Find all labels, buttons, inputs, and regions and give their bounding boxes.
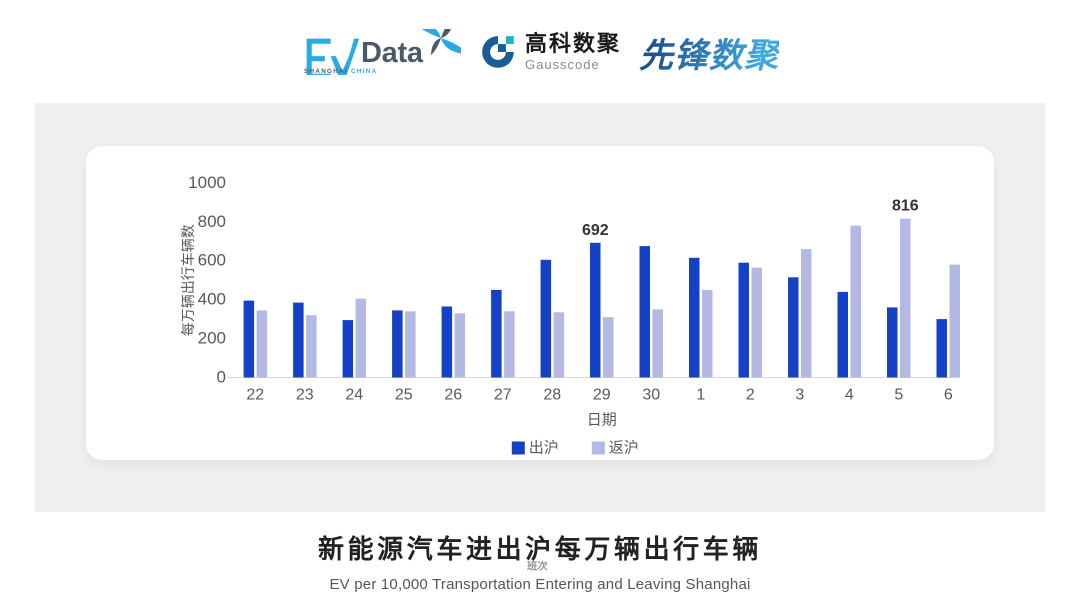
svg-text:28: 28 [543,387,561,404]
svg-text:23: 23 [296,387,314,404]
svg-text:22: 22 [246,387,264,404]
svg-text:4: 4 [845,387,854,404]
svg-text:25: 25 [395,387,413,404]
svg-text:每万辆出行车辆数: 每万辆出行车辆数 [180,224,196,336]
svg-text:400: 400 [198,290,226,309]
svg-text:30: 30 [642,387,660,404]
svg-text:2: 2 [746,387,755,404]
svg-text:800: 800 [198,212,226,231]
svg-text:27: 27 [494,387,512,404]
svg-text:1000: 1000 [188,173,226,192]
svg-text:0: 0 [217,368,226,387]
svg-text:返沪: 返沪 [609,440,639,457]
svg-text:29: 29 [593,387,611,404]
svg-text:816: 816 [892,198,919,215]
svg-text:200: 200 [198,329,226,348]
svg-text:692: 692 [582,222,609,239]
svg-text:3: 3 [795,387,804,404]
svg-text:600: 600 [198,251,226,270]
svg-text:出沪: 出沪 [529,440,559,457]
svg-text:1: 1 [696,387,705,404]
svg-text:Data: Data [361,37,424,69]
svg-text:日期: 日期 [587,412,617,429]
svg-text:26: 26 [444,387,462,404]
svg-text:24: 24 [345,387,363,404]
svg-text:SHANGHAI CHINA: SHANGHAI CHINA [304,68,378,75]
svg-text:5: 5 [894,387,903,404]
svg-text:6: 6 [944,387,953,404]
